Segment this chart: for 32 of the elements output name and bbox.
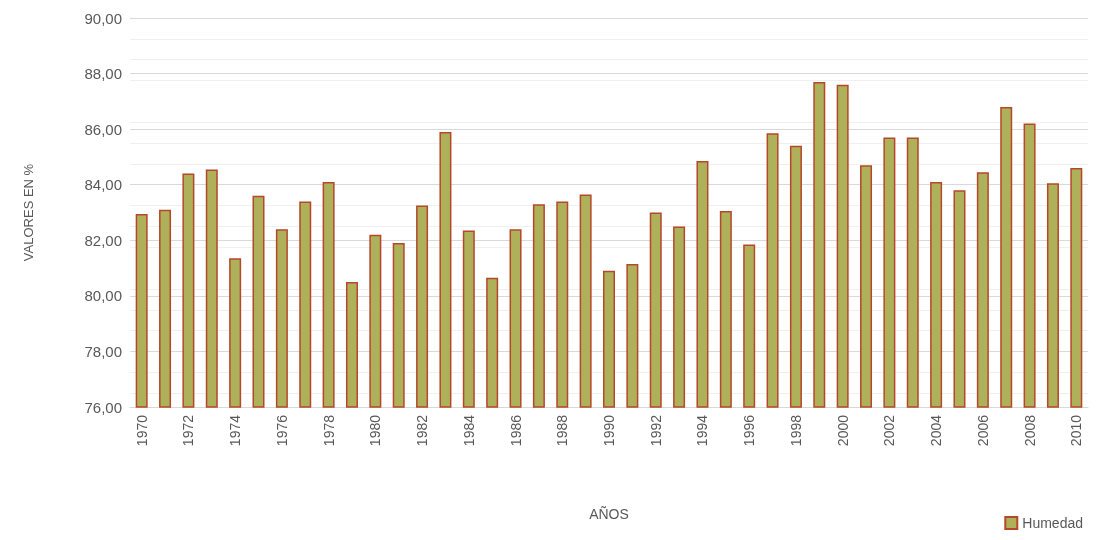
x-tick-label: 2000: [834, 414, 851, 447]
x-tick-label: 1998: [787, 414, 804, 447]
x-tick-label: 1994: [694, 414, 711, 447]
y-tick-label: 88,00: [84, 65, 122, 83]
x-tick-label: 1978: [320, 414, 337, 447]
x-tick-label: 2010: [1068, 414, 1085, 447]
y-axis-title: VALORES EN %: [21, 163, 36, 262]
x-tick-label: 2002: [881, 414, 898, 447]
x-tick-label: 2008: [1021, 414, 1038, 447]
y-tick-label: 82,00: [84, 231, 122, 249]
x-tick-label: 1972: [180, 414, 197, 447]
x-tick-label: 1990: [601, 414, 617, 447]
x-tick-label: 1982: [414, 414, 431, 447]
x-tick-label: 1970: [133, 414, 150, 447]
x-tick-label: 1976: [273, 414, 290, 447]
x-tick-label: 1980: [367, 414, 384, 447]
y-tick-label: 86,00: [84, 120, 122, 138]
x-tick-label: 2004: [928, 414, 945, 447]
y-tick-label: 78,00: [84, 342, 122, 360]
x-tick-label: 1974: [227, 414, 244, 447]
x-tick-label: 1984: [460, 414, 477, 447]
x-tick-label: 1992: [647, 414, 664, 447]
y-tick-label: 76,00: [84, 398, 122, 416]
y-tick-label: 84,00: [84, 176, 122, 194]
x-tick-label: 2006: [974, 414, 991, 447]
x-tick-label: 1986: [507, 414, 524, 447]
y-tick-label: 80,00: [84, 287, 122, 305]
x-tick-label: 1996: [741, 414, 758, 447]
x-axis-title: AÑOS: [589, 506, 629, 522]
y-tick-label: 90,00: [84, 9, 122, 27]
legend-label: Humedad: [1022, 515, 1083, 531]
x-tick-label: 1988: [554, 414, 571, 447]
